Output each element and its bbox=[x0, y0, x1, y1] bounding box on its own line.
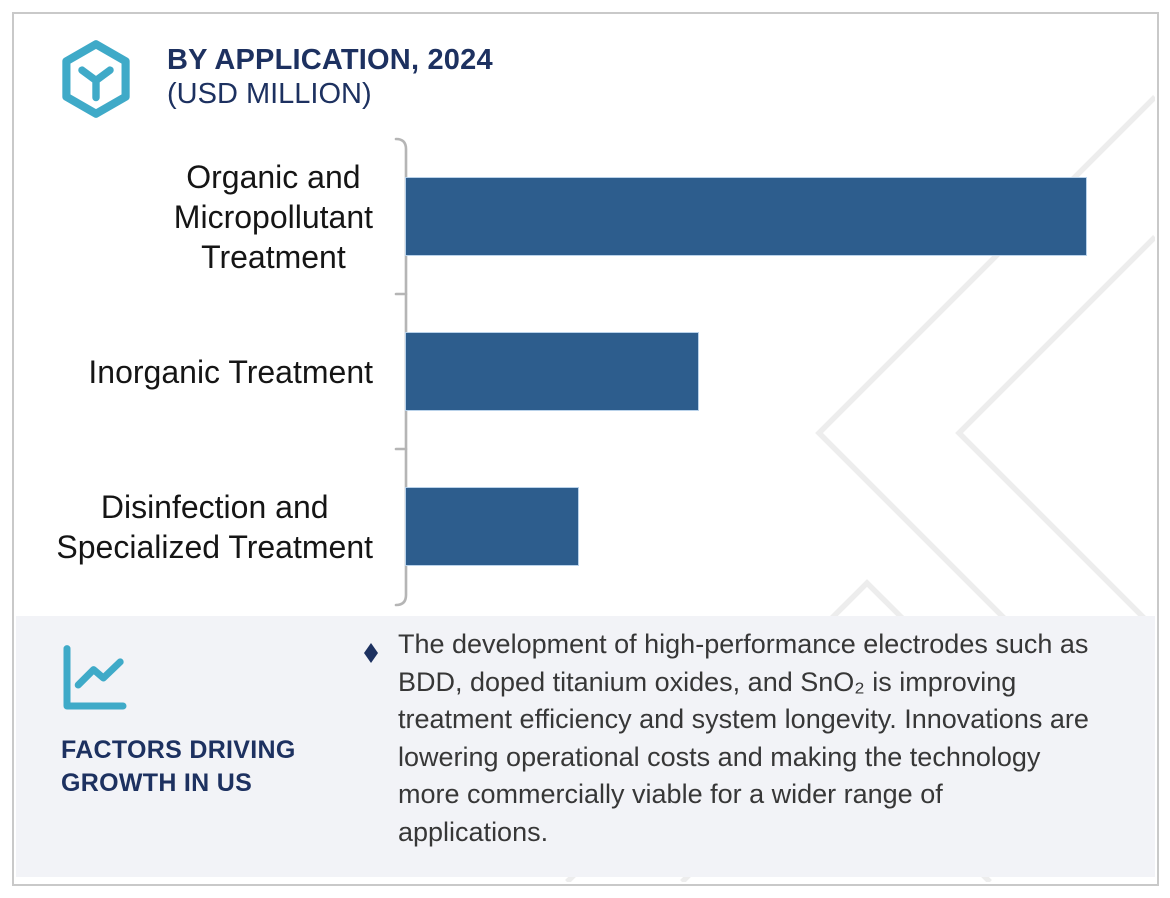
chart-row: Disinfection and Specialized Treatment bbox=[14, 449, 1155, 604]
chart-header: BY APPLICATION, 2024 (USD MILLION) bbox=[59, 40, 493, 118]
bar-chart: Organic and Micropollutant Treatment Ino… bbox=[14, 137, 1155, 607]
bar-track bbox=[405, 332, 1105, 411]
bar-inorganic-treatment bbox=[405, 332, 699, 411]
infographic-card: BY APPLICATION, 2024 (USD MILLION) Organ… bbox=[12, 12, 1159, 886]
bar-disinfection-specialized-treatment bbox=[405, 487, 579, 566]
chart-title-block: BY APPLICATION, 2024 (USD MILLION) bbox=[167, 40, 493, 111]
factors-paragraph: The development of high-performance elec… bbox=[398, 629, 1089, 847]
chart-subtitle: (USD MILLION) bbox=[167, 78, 372, 110]
line-chart-icon bbox=[63, 645, 127, 710]
category-label-organic: Organic and Micropollutant Treatment bbox=[173, 158, 373, 275]
hexagon-y-icon bbox=[62, 40, 130, 118]
category-label-inorganic: Inorganic Treatment bbox=[88, 353, 373, 390]
chart-row: Inorganic Treatment bbox=[14, 294, 1155, 449]
bar-organic-micropollutant-treatment bbox=[405, 177, 1087, 256]
category-label-disinfection: Disinfection and Specialized Treatment bbox=[56, 488, 373, 565]
bar-track bbox=[405, 487, 1105, 566]
chart-title: BY APPLICATION, 2024 bbox=[167, 44, 493, 76]
chart-row: Organic and Micropollutant Treatment bbox=[14, 139, 1155, 294]
factors-panel: FACTORS DRIVING GROWTH IN US The develop… bbox=[16, 616, 1155, 877]
bar-track bbox=[405, 177, 1105, 256]
diamond-bullet-icon bbox=[364, 643, 378, 663]
factors-heading: FACTORS DRIVING GROWTH IN US bbox=[61, 736, 296, 797]
